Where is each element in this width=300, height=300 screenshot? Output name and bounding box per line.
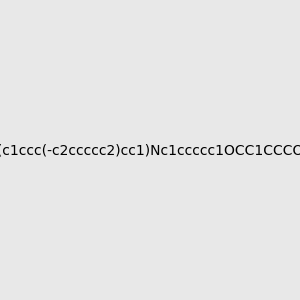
Text: C(c1ccc(-c2ccccc2)cc1)Nc1ccccc1OCC1CCCO1: C(c1ccc(-c2ccccc2)cc1)Nc1ccccc1OCC1CCCO1 (0, 143, 300, 157)
